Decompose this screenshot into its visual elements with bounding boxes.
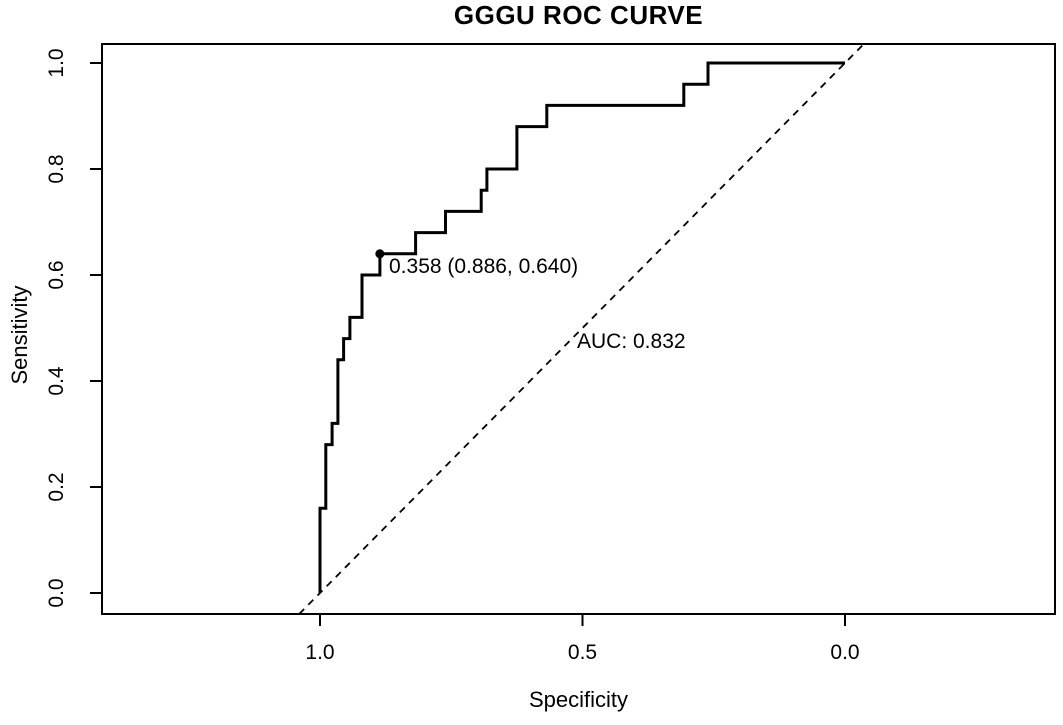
chart-title: GGGU ROC CURVE <box>453 0 704 30</box>
y-tick-label: 1.0 <box>45 48 68 78</box>
x-tick-label: 1.0 <box>305 641 335 664</box>
x-axis-label: Specificity <box>528 687 629 712</box>
plot-box <box>101 43 1056 615</box>
auc-annotation: AUC: 0.832 <box>577 330 686 353</box>
y-tick-label: 0.4 <box>45 366 68 396</box>
y-axis-label: Sensitivity <box>7 285 32 385</box>
threshold-point-marker <box>375 249 385 259</box>
y-tick-label: 0.8 <box>45 154 68 184</box>
chance-diagonal-line <box>298 43 865 615</box>
roc-curve-line <box>318 61 845 593</box>
y-tick-label: 0.2 <box>45 472 68 502</box>
x-tick-label: 0.5 <box>567 641 598 664</box>
y-tick-label: 0.6 <box>45 260 68 290</box>
x-tick-label: 0.0 <box>830 641 860 664</box>
threshold-annotation: 0.358 (0.886, 0.640) <box>389 255 579 278</box>
y-tick-label: 0.0 <box>45 578 68 608</box>
